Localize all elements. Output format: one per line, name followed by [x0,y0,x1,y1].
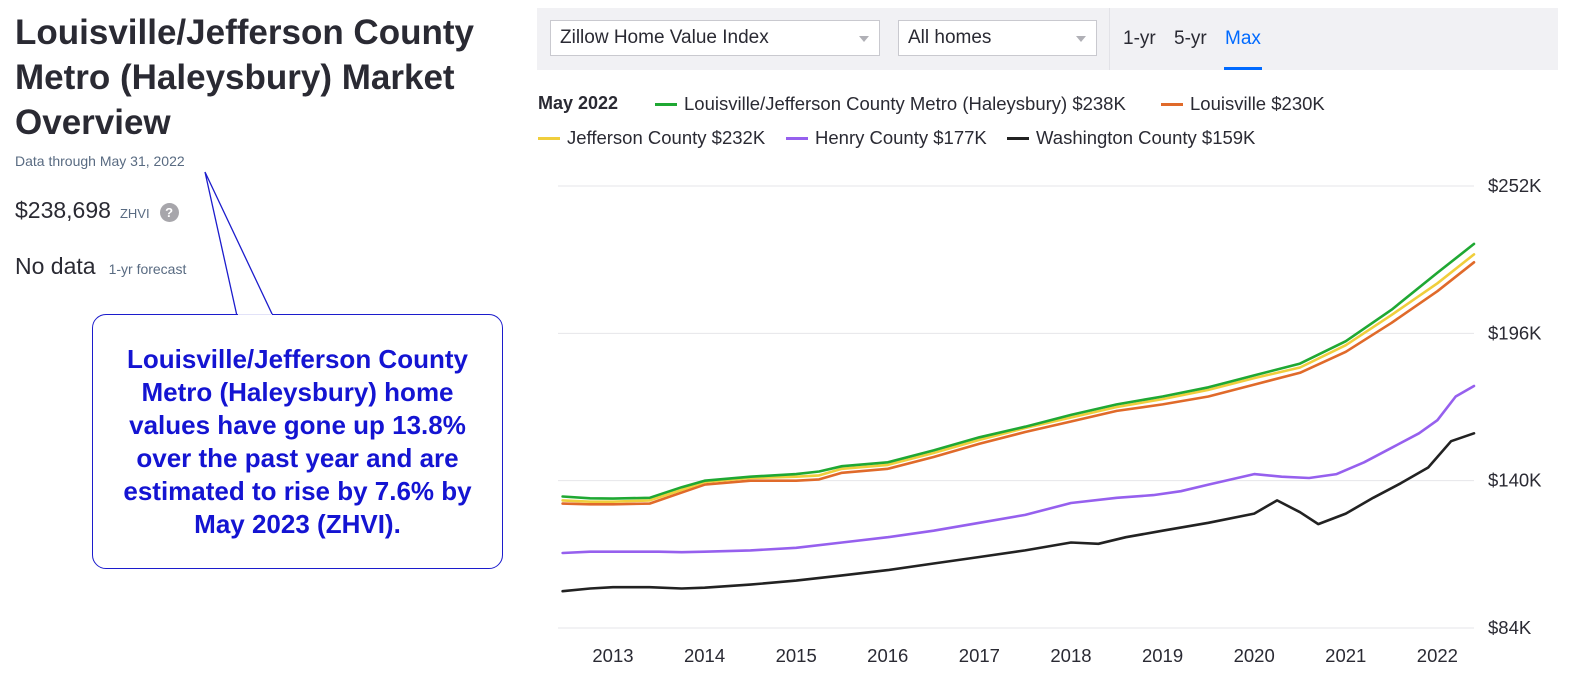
series-lines [561,242,1476,593]
legend-item-henry[interactable]: Henry County $177K [786,127,987,149]
legend-swatch [1007,136,1029,140]
chevron-down-icon [1076,36,1086,42]
series-line-louisville[interactable] [561,260,1476,506]
legend-swatch [538,136,560,140]
home-type-select[interactable]: All homes [898,20,1097,56]
legend-label: Louisville $230K [1190,93,1325,114]
data-through-date: Data through May 31, 2022 [15,153,185,169]
x-axis-ticks: 2013 2014 2015 2016 2017 2018 2019 2020 2021 2022 [592,645,1458,666]
series-line-henry-county[interactable] [561,384,1476,555]
legend-item-jefferson[interactable]: Jefferson County $232K [538,127,765,149]
y-tick-label: $196K [1488,322,1542,343]
tab-1-yr[interactable]: 1-yr [1123,28,1156,49]
x-tick-label: 2018 [1050,645,1091,666]
metric-select-value: Zillow Home Value Index [560,27,769,48]
forecast-label: 1-yr forecast [108,261,187,277]
callout-annotation: Louisville/Jefferson County Metro (Haley… [92,314,503,569]
x-tick-label: 2014 [684,645,725,666]
series-line-washington-county[interactable] [561,431,1476,593]
legend-item-washington[interactable]: Washington County $159K [1007,127,1255,149]
x-tick-label: 2020 [1234,645,1275,666]
legend-label: Louisville/Jefferson County Metro (Haley… [684,93,1126,114]
zhvi-summary: $238,698 ZHVI ? [15,197,179,224]
legend-item-louisville[interactable]: Louisville $230K [1161,93,1325,115]
tab-5-yr[interactable]: 5-yr [1174,28,1207,49]
series-line-louisville-jefferson-county-metro-haleysbury[interactable] [561,242,1476,500]
zhvi-value: $238,698 [15,197,111,223]
x-tick-label: 2021 [1325,645,1366,666]
x-tick-label: 2013 [592,645,633,666]
legend-swatch [786,136,808,140]
y-tick-label: $140K [1488,470,1542,491]
legend-label: Jefferson County $232K [567,127,766,148]
legend-date: May 2022 [538,93,619,113]
legend-label: Washington County $159K [1036,127,1256,148]
y-axis-ticks: $84K $140K $196K $252K [1488,175,1542,638]
x-tick-label: 2015 [776,645,817,666]
series-line-jefferson-county[interactable] [561,253,1476,504]
y-tick-label: $84K [1488,617,1532,638]
legend-label: Henry County $177K [815,127,987,148]
active-tab-indicator [1224,67,1262,70]
x-tick-label: 2019 [1142,645,1183,666]
y-tick-label: $252K [1488,175,1542,196]
x-tick-label: 2022 [1417,645,1458,666]
tab-max[interactable]: Max [1225,28,1261,49]
legend-swatch [655,102,677,106]
forecast-summary: No data 1-yr forecast [15,253,186,280]
page-title: Louisville/Jefferson County Metro (Haley… [15,13,474,142]
x-tick-label: 2016 [867,645,908,666]
metric-select[interactable]: Zillow Home Value Index [550,20,880,56]
x-tick-label: 2017 [959,645,1000,666]
grid-lines [558,185,1474,629]
range-tabs: 1-yr 5-yr Max [1109,8,1265,70]
chevron-down-icon [859,36,869,42]
chart-toolbar: Zillow Home Value Index All homes 1-yr 5… [537,8,1558,70]
legend-swatch [1161,102,1183,106]
help-icon[interactable]: ? [159,202,179,222]
forecast-value: No data [15,253,96,279]
home-type-select-value: All homes [908,27,992,48]
legend-item-metro[interactable]: Louisville/Jefferson County Metro (Haley… [655,93,1126,115]
zhvi-label: ZHVI [119,206,150,221]
